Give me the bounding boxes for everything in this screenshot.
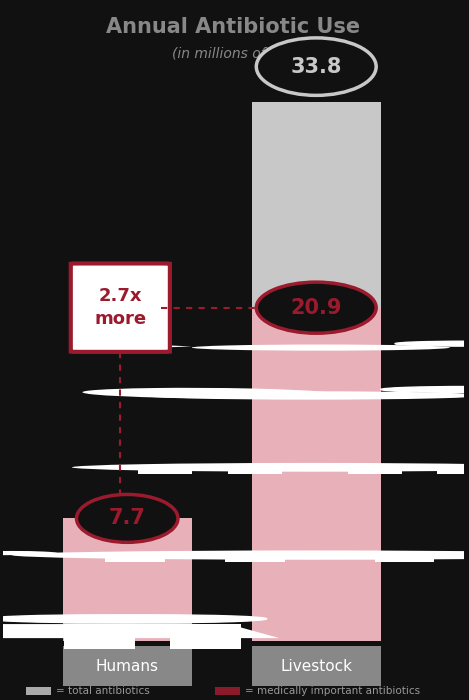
Bar xyxy=(225,556,285,562)
Ellipse shape xyxy=(83,388,333,398)
Bar xyxy=(63,519,192,641)
Ellipse shape xyxy=(12,550,469,560)
Circle shape xyxy=(381,386,469,393)
Bar xyxy=(438,468,469,473)
Bar xyxy=(348,468,401,473)
Bar xyxy=(64,638,135,649)
Ellipse shape xyxy=(257,282,376,333)
Ellipse shape xyxy=(257,38,376,95)
Circle shape xyxy=(395,341,469,346)
Polygon shape xyxy=(0,624,280,638)
Ellipse shape xyxy=(72,463,469,472)
Bar xyxy=(64,624,242,638)
Ellipse shape xyxy=(192,344,450,351)
Bar xyxy=(228,468,282,473)
Circle shape xyxy=(0,615,216,623)
Circle shape xyxy=(38,615,267,623)
Text: (in millions of lbs): (in millions of lbs) xyxy=(172,47,295,61)
Bar xyxy=(170,638,242,649)
Bar xyxy=(26,687,51,694)
Bar xyxy=(63,646,192,686)
Bar xyxy=(375,556,434,562)
Ellipse shape xyxy=(461,463,469,470)
Bar xyxy=(252,646,381,686)
Text: 20.9: 20.9 xyxy=(290,298,342,318)
Text: 7.7: 7.7 xyxy=(109,508,146,528)
Polygon shape xyxy=(95,342,192,348)
Text: Humans: Humans xyxy=(96,659,159,673)
Bar xyxy=(252,102,381,308)
Bar xyxy=(252,308,381,641)
Text: = total antibiotics: = total antibiotics xyxy=(56,686,150,696)
Bar xyxy=(215,687,240,694)
Bar xyxy=(105,556,165,562)
Text: 33.8: 33.8 xyxy=(291,57,342,76)
Ellipse shape xyxy=(76,494,178,542)
FancyBboxPatch shape xyxy=(71,263,170,352)
Text: Livestock: Livestock xyxy=(280,659,352,673)
Text: 2.7x
more: 2.7x more xyxy=(94,287,146,328)
Ellipse shape xyxy=(139,391,469,400)
Text: Annual Antibiotic Use: Annual Antibiotic Use xyxy=(106,17,360,36)
Bar xyxy=(138,468,192,473)
Text: = medically important antibiotics: = medically important antibiotics xyxy=(245,686,420,696)
Text: ♀: ♀ xyxy=(95,567,123,605)
